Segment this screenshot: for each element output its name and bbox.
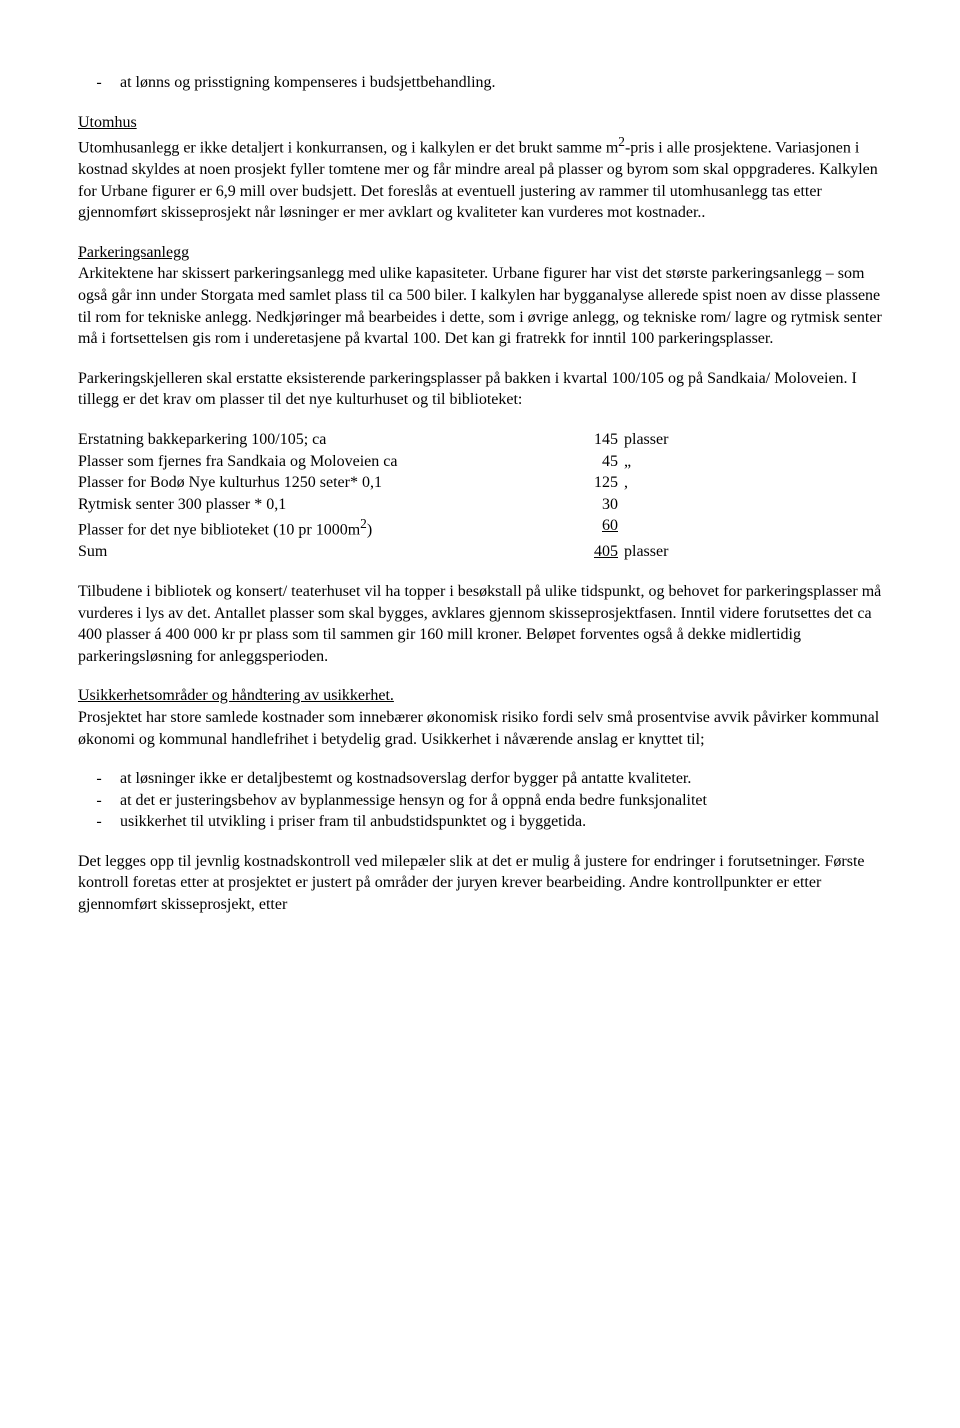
top-bullet-text: at lønns og prisstigning kompenseres i b… xyxy=(120,72,882,94)
row-unit: , xyxy=(624,472,882,494)
usikkerhet-heading: Usikkerhetsområder og håndtering av usik… xyxy=(78,687,394,704)
row5-label-b: ) xyxy=(367,522,372,539)
row-unit xyxy=(624,515,882,541)
row-label: Plasser for Bodø Nye kulturhus 1250 sete… xyxy=(78,472,548,494)
row5-value: 60 xyxy=(602,517,618,534)
row-label: Rytmisk senter 300 plasser * 0,1 xyxy=(78,494,548,516)
list-item: - at det er justeringsbehov av byplanmes… xyxy=(78,790,882,812)
bullet-dash-icon: - xyxy=(78,768,120,790)
top-bullet: - at lønns og prisstigning kompenseres i… xyxy=(78,72,882,94)
table-row: Rytmisk senter 300 plasser * 0,1 30 xyxy=(78,494,882,516)
row-value: 45 xyxy=(548,451,624,473)
row-value: 405 xyxy=(548,541,624,563)
parkering-heading: Parkeringsanlegg xyxy=(78,244,189,261)
utomhus-text-a: Utomhusanlegg er ikke detaljert i konkur… xyxy=(78,140,618,157)
table-row: Plasser for Bodø Nye kulturhus 1250 sete… xyxy=(78,472,882,494)
utomhus-heading: Utomhus xyxy=(78,114,137,131)
bullet-dash-icon: - xyxy=(78,790,120,812)
row-label: Erstatning bakkeparkering 100/105; ca xyxy=(78,429,548,451)
parkering-paragraph-2: Parkeringskjelleren skal erstatte eksist… xyxy=(78,368,882,411)
utomhus-paragraph: Utomhus Utomhusanlegg er ikke detaljert … xyxy=(78,112,882,224)
list-item: - at løsninger ikke er detaljbestemt og … xyxy=(78,768,882,790)
row-unit: plasser xyxy=(624,429,882,451)
list-item: - usikkerhet til utvikling i priser fram… xyxy=(78,811,882,833)
row-label: Plasser som fjernes fra Sandkaia og Molo… xyxy=(78,451,548,473)
row-label: Plasser for det nye biblioteket (10 pr 1… xyxy=(78,515,548,541)
usikkerhet-paragraph: Usikkerhetsområder og håndtering av usik… xyxy=(78,685,882,750)
row5-sup: 2 xyxy=(360,516,367,531)
table-row: Erstatning bakkeparkering 100/105; ca 14… xyxy=(78,429,882,451)
usikkerhet-text: Prosjektet har store samlede kostnader s… xyxy=(78,709,879,748)
bullet-dash-icon: - xyxy=(78,72,120,94)
row-unit xyxy=(624,494,882,516)
bullet-dash-icon: - xyxy=(78,811,120,833)
parkering-paragraph-1: Parkeringsanlegg Arkitektene har skisser… xyxy=(78,242,882,350)
row-value: 125 xyxy=(548,472,624,494)
row-unit: „ xyxy=(624,451,882,473)
row-value: 30 xyxy=(548,494,624,516)
usikkerhet-bullet-list: - at løsninger ikke er detaljbestemt og … xyxy=(78,768,882,833)
bullet-text: at det er justeringsbehov av byplanmessi… xyxy=(120,790,882,812)
parking-table: Erstatning bakkeparkering 100/105; ca 14… xyxy=(78,429,882,563)
row5-label-a: Plasser for det nye biblioteket (10 pr 1… xyxy=(78,522,360,539)
bullet-text: at løsninger ikke er detaljbestemt og ko… xyxy=(120,768,882,790)
row-label: Sum xyxy=(78,541,548,563)
table-row: Plasser for det nye biblioteket (10 pr 1… xyxy=(78,515,882,541)
row-value: 60 xyxy=(548,515,624,541)
table-row-sum: Sum 405 plasser xyxy=(78,541,882,563)
row6-value: 405 xyxy=(594,543,618,560)
row-unit: plasser xyxy=(624,541,882,563)
utomhus-sup: 2 xyxy=(618,134,625,149)
last-paragraph: Det legges opp til jevnlig kostnadskontr… xyxy=(78,851,882,916)
parkering-text-1: Arkitektene har skissert parkeringsanleg… xyxy=(78,265,882,347)
tilbud-paragraph: Tilbudene i bibliotek og konsert/ teater… xyxy=(78,581,882,667)
row-value: 145 xyxy=(548,429,624,451)
table-row: Plasser som fjernes fra Sandkaia og Molo… xyxy=(78,451,882,473)
bullet-text: usikkerhet til utvikling i priser fram t… xyxy=(120,811,882,833)
